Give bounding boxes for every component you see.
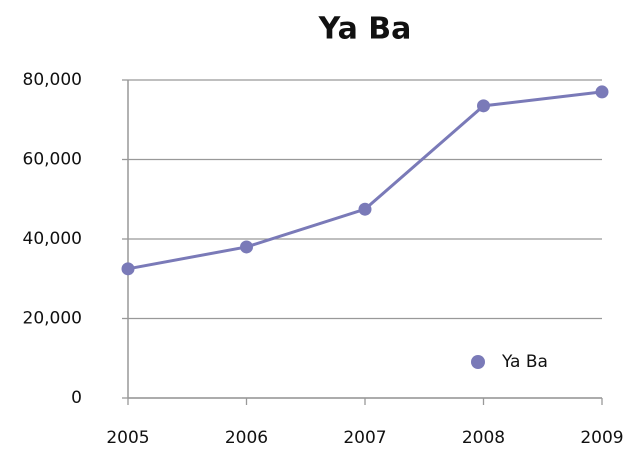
y-tick-label: 80,000 [23, 70, 82, 90]
x-tick-label: 2009 [580, 428, 623, 448]
data-point [595, 85, 609, 99]
y-tick-label: 40,000 [23, 229, 82, 249]
chart-title: Ya Ba [318, 12, 412, 47]
data-point [240, 240, 253, 254]
x-tick-label: 2006 [225, 428, 268, 448]
x-tick-label: 2008 [462, 428, 505, 448]
x-tick-label: 2007 [343, 428, 386, 448]
legend-label: Ya Ba [501, 352, 548, 372]
data-point [121, 262, 135, 276]
y-tick-label: 0 [71, 388, 82, 408]
x-tick-label: 2005 [106, 428, 149, 448]
data-point [358, 202, 372, 216]
y-tick-label: 20,000 [23, 309, 82, 329]
series-line [127, 90, 603, 271]
y-tick-label: 60,000 [23, 150, 82, 170]
data-point [477, 99, 490, 113]
legend-marker [471, 355, 485, 369]
